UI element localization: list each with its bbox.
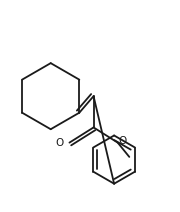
Text: O: O bbox=[55, 138, 64, 148]
Text: O: O bbox=[119, 136, 127, 146]
